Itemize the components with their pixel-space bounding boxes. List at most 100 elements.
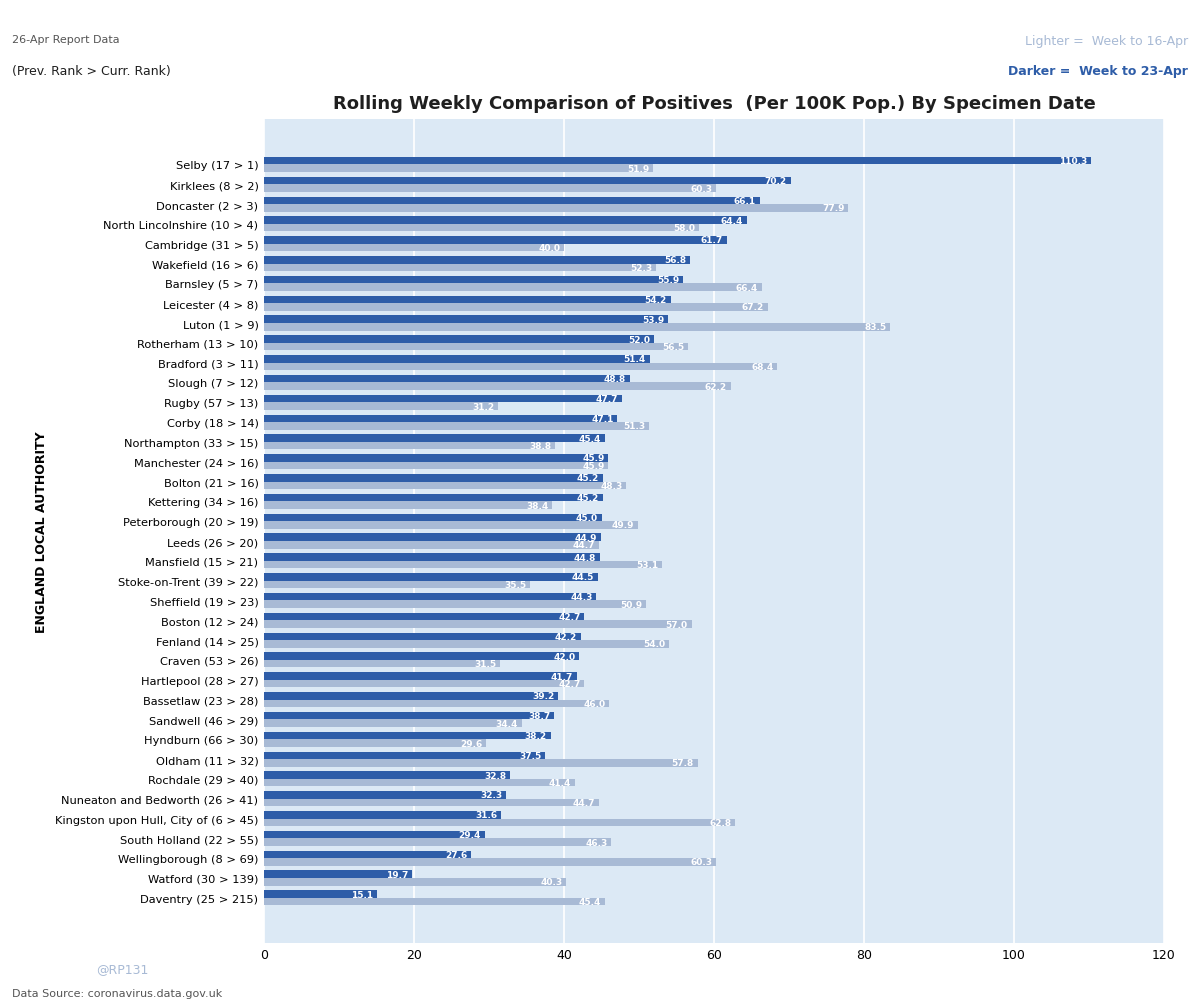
- Text: 38.2: 38.2: [524, 731, 547, 740]
- Bar: [264, 522, 638, 530]
- Bar: [264, 237, 727, 245]
- Bar: [264, 859, 716, 866]
- Text: 54.0: 54.0: [643, 640, 665, 649]
- Text: 47.7: 47.7: [595, 394, 618, 403]
- Bar: [264, 680, 584, 688]
- Bar: [264, 157, 1091, 165]
- Bar: [264, 304, 768, 311]
- Text: (Prev. Rank > Curr. Rank): (Prev. Rank > Curr. Rank): [12, 65, 170, 78]
- Text: 38.7: 38.7: [528, 711, 551, 720]
- Bar: [264, 851, 470, 859]
- Bar: [264, 791, 506, 799]
- Text: 41.4: 41.4: [548, 778, 571, 787]
- Text: 44.7: 44.7: [574, 798, 595, 807]
- Bar: [264, 395, 622, 403]
- Bar: [264, 415, 617, 422]
- Text: 42.2: 42.2: [554, 632, 577, 641]
- Y-axis label: ENGLAND LOCAL AUTHORITY: ENGLAND LOCAL AUTHORITY: [35, 431, 48, 632]
- Bar: [264, 264, 656, 272]
- Bar: [264, 771, 510, 779]
- Bar: [264, 581, 530, 589]
- Text: 40.0: 40.0: [539, 244, 560, 253]
- Bar: [264, 482, 626, 489]
- Bar: [264, 343, 688, 351]
- Text: 66.1: 66.1: [734, 197, 756, 206]
- Bar: [264, 830, 485, 839]
- Text: @RP131: @RP131: [96, 962, 149, 975]
- Text: 83.5: 83.5: [864, 323, 887, 332]
- Bar: [264, 277, 683, 284]
- Bar: [264, 403, 498, 410]
- Bar: [264, 562, 662, 569]
- Bar: [264, 720, 522, 727]
- Bar: [264, 613, 584, 621]
- Text: 52.3: 52.3: [630, 264, 653, 273]
- Bar: [264, 653, 580, 660]
- Text: 29.6: 29.6: [460, 739, 482, 748]
- Bar: [264, 356, 649, 363]
- Bar: [264, 165, 653, 173]
- Bar: [264, 891, 377, 898]
- Text: 31.2: 31.2: [472, 402, 494, 411]
- Text: 37.5: 37.5: [520, 751, 541, 760]
- Text: 61.7: 61.7: [701, 237, 722, 245]
- Bar: [264, 799, 599, 806]
- Text: 64.4: 64.4: [721, 217, 743, 226]
- Bar: [264, 700, 610, 707]
- Bar: [264, 245, 564, 252]
- Text: 49.9: 49.9: [612, 521, 635, 530]
- Text: 42.7: 42.7: [558, 613, 581, 622]
- Text: 48.3: 48.3: [600, 481, 623, 490]
- Bar: [264, 633, 581, 641]
- Text: 110.3: 110.3: [1060, 157, 1087, 166]
- Text: 45.9: 45.9: [582, 454, 605, 463]
- Bar: [264, 336, 654, 343]
- Bar: [264, 779, 575, 786]
- Bar: [264, 284, 762, 292]
- Text: 62.2: 62.2: [704, 382, 727, 391]
- Text: 56.8: 56.8: [664, 256, 686, 265]
- Bar: [264, 225, 698, 233]
- Bar: [264, 186, 716, 193]
- Bar: [264, 198, 760, 205]
- Text: 26-Apr Report Data: 26-Apr Report Data: [12, 35, 120, 45]
- Bar: [264, 534, 601, 542]
- Bar: [264, 594, 596, 601]
- Text: 27.6: 27.6: [445, 851, 467, 859]
- Text: 44.5: 44.5: [571, 573, 594, 582]
- Text: 46.3: 46.3: [586, 838, 607, 847]
- Bar: [264, 205, 848, 213]
- Text: 70.2: 70.2: [764, 177, 787, 186]
- Text: 60.3: 60.3: [690, 185, 713, 194]
- Bar: [264, 660, 500, 668]
- Text: 15.1: 15.1: [352, 890, 373, 899]
- Text: 38.8: 38.8: [529, 441, 551, 450]
- Text: 51.3: 51.3: [623, 422, 646, 431]
- Bar: [264, 296, 671, 304]
- Bar: [264, 502, 552, 510]
- Text: 42.7: 42.7: [558, 679, 581, 688]
- Text: 44.3: 44.3: [570, 593, 593, 602]
- Text: 29.4: 29.4: [458, 830, 481, 840]
- Text: 44.8: 44.8: [574, 553, 596, 562]
- Bar: [264, 621, 691, 628]
- Bar: [264, 673, 577, 680]
- Text: 44.7: 44.7: [574, 541, 595, 550]
- Text: 52.0: 52.0: [629, 335, 650, 344]
- Bar: [264, 752, 545, 759]
- Text: 67.2: 67.2: [742, 303, 764, 312]
- Text: 45.9: 45.9: [582, 461, 605, 470]
- Bar: [264, 554, 600, 562]
- Bar: [264, 515, 601, 522]
- Title: Rolling Weekly Comparison of Positives  (Per 100K Pop.) By Specimen Date: Rolling Weekly Comparison of Positives (…: [332, 95, 1096, 113]
- Text: 56.5: 56.5: [662, 343, 684, 352]
- Text: 57.0: 57.0: [666, 620, 688, 629]
- Text: Lighter =  Week to 16-Apr: Lighter = Week to 16-Apr: [1025, 35, 1188, 48]
- Text: 50.9: 50.9: [620, 600, 642, 609]
- Text: 53.1: 53.1: [636, 561, 659, 570]
- Text: 41.7: 41.7: [551, 672, 574, 681]
- Bar: [264, 435, 605, 442]
- Text: 51.4: 51.4: [624, 355, 646, 364]
- Text: 38.4: 38.4: [526, 502, 548, 511]
- Bar: [264, 383, 731, 390]
